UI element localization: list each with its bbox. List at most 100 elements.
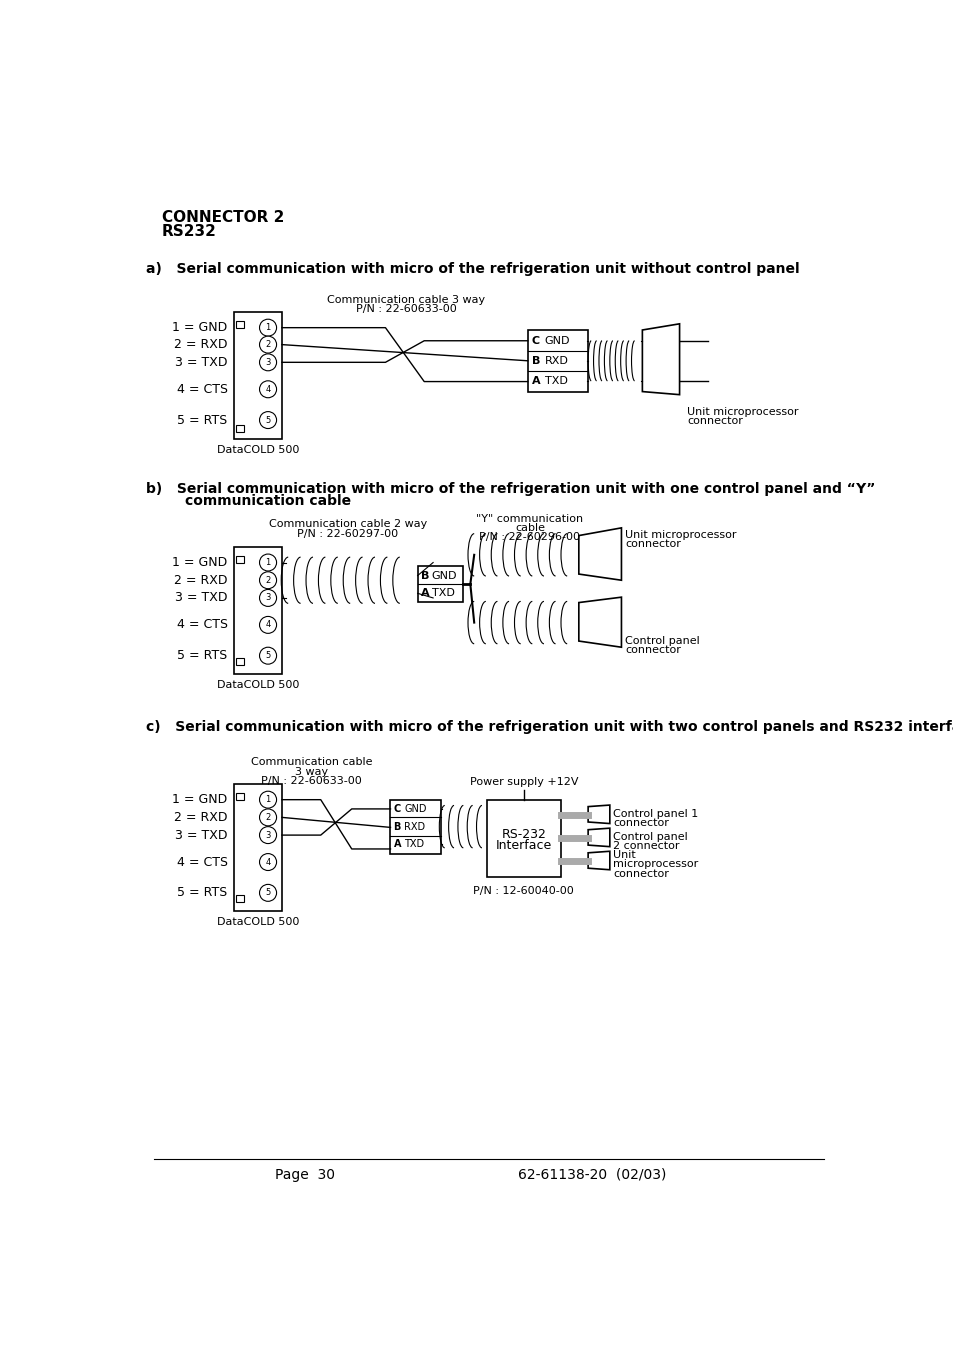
Text: 2: 2 xyxy=(265,340,271,349)
Polygon shape xyxy=(578,528,620,580)
Text: connector: connector xyxy=(686,416,742,426)
Circle shape xyxy=(259,571,276,589)
Text: Control panel 1: Control panel 1 xyxy=(612,808,698,819)
Bar xyxy=(236,320,244,328)
Text: 4: 4 xyxy=(265,858,271,866)
Text: 2: 2 xyxy=(265,576,271,585)
Text: GND: GND xyxy=(404,804,427,813)
Text: Communication cable: Communication cable xyxy=(251,758,372,767)
Text: 5: 5 xyxy=(265,889,271,897)
Text: P/N : 22-60297-00: P/N : 22-60297-00 xyxy=(297,528,398,539)
Text: Page  30: Page 30 xyxy=(275,1167,335,1182)
Text: microprocessor: microprocessor xyxy=(612,859,698,869)
Circle shape xyxy=(259,647,276,665)
Text: GND: GND xyxy=(431,570,456,581)
Text: Communication cable 2 way: Communication cable 2 way xyxy=(269,519,427,530)
Bar xyxy=(236,658,244,665)
Text: 2 = RXD: 2 = RXD xyxy=(174,574,228,586)
Text: TXD: TXD xyxy=(431,588,454,598)
Text: DataCOLD 500: DataCOLD 500 xyxy=(216,917,299,928)
Bar xyxy=(236,555,244,562)
Text: TXD: TXD xyxy=(544,376,567,386)
Text: a)   Serial communication with micro of the refrigeration unit without control p: a) Serial communication with micro of th… xyxy=(146,262,800,276)
Text: 5: 5 xyxy=(265,651,271,661)
Text: 5 = RTS: 5 = RTS xyxy=(177,886,228,900)
Text: 62-61138-20  (02/03): 62-61138-20 (02/03) xyxy=(517,1167,665,1182)
Circle shape xyxy=(259,854,276,870)
Text: 4: 4 xyxy=(265,385,271,393)
Text: B: B xyxy=(420,570,429,581)
Text: Control panel: Control panel xyxy=(612,832,687,842)
Circle shape xyxy=(259,319,276,336)
Text: connector: connector xyxy=(612,817,668,828)
Text: 1 = GND: 1 = GND xyxy=(172,793,228,807)
Text: P/N : 22-60633-00: P/N : 22-60633-00 xyxy=(355,304,456,313)
Circle shape xyxy=(259,792,276,808)
Bar xyxy=(233,312,282,439)
Text: 2 = RXD: 2 = RXD xyxy=(174,811,228,824)
Text: Unit microprocessor: Unit microprocessor xyxy=(686,407,798,417)
Circle shape xyxy=(259,885,276,901)
Text: Communication cable 3 way: Communication cable 3 way xyxy=(327,295,484,304)
Text: 3: 3 xyxy=(265,593,271,603)
Circle shape xyxy=(259,381,276,397)
Circle shape xyxy=(259,589,276,607)
Text: P/N : 22-60296-00: P/N : 22-60296-00 xyxy=(479,532,579,543)
Text: "Y" communication: "Y" communication xyxy=(476,513,583,524)
Text: Power supply +12V: Power supply +12V xyxy=(469,777,578,788)
Circle shape xyxy=(259,554,276,571)
Text: DataCOLD 500: DataCOLD 500 xyxy=(216,446,299,455)
Bar xyxy=(233,547,282,674)
Text: RS-232: RS-232 xyxy=(501,828,546,840)
Text: TXD: TXD xyxy=(404,839,424,850)
Text: communication cable: communication cable xyxy=(146,494,351,508)
Text: DataCOLD 500: DataCOLD 500 xyxy=(216,681,299,690)
Text: CONNECTOR 2: CONNECTOR 2 xyxy=(162,209,284,224)
Text: P/N : 22-60633-00: P/N : 22-60633-00 xyxy=(261,775,361,786)
Text: Interface: Interface xyxy=(496,839,552,852)
Polygon shape xyxy=(587,851,609,870)
Text: 3 = TXD: 3 = TXD xyxy=(175,355,228,369)
Text: 1: 1 xyxy=(265,558,271,567)
Bar xyxy=(527,330,587,392)
Text: 4 = CTS: 4 = CTS xyxy=(176,855,228,869)
Text: 3: 3 xyxy=(265,831,271,839)
Text: 1: 1 xyxy=(265,323,271,332)
Text: C: C xyxy=(531,336,539,346)
Circle shape xyxy=(259,412,276,428)
Text: 4 = CTS: 4 = CTS xyxy=(176,619,228,631)
Polygon shape xyxy=(641,324,679,394)
Bar xyxy=(233,785,282,912)
Circle shape xyxy=(259,827,276,843)
Circle shape xyxy=(259,809,276,825)
Text: GND: GND xyxy=(544,336,570,346)
Circle shape xyxy=(259,336,276,353)
Text: Unit microprocessor: Unit microprocessor xyxy=(624,530,736,540)
Text: B: B xyxy=(531,355,539,366)
Text: 4: 4 xyxy=(265,620,271,630)
Text: A: A xyxy=(420,588,429,598)
Text: b)   Serial communication with micro of the refrigeration unit with one control : b) Serial communication with micro of th… xyxy=(146,482,875,496)
Text: 5: 5 xyxy=(265,416,271,424)
Bar xyxy=(236,793,244,800)
Text: 2 = RXD: 2 = RXD xyxy=(174,338,228,351)
Text: 3 = TXD: 3 = TXD xyxy=(175,828,228,842)
Text: 3 way: 3 way xyxy=(294,766,328,777)
Text: 3: 3 xyxy=(265,358,271,367)
Circle shape xyxy=(259,616,276,634)
Text: A: A xyxy=(531,376,539,386)
Bar xyxy=(417,566,462,601)
Text: connector: connector xyxy=(624,644,680,655)
Text: 2 connector: 2 connector xyxy=(612,840,679,851)
Bar xyxy=(487,800,560,877)
Text: P/N : 12-60040-00: P/N : 12-60040-00 xyxy=(473,886,574,896)
Text: cable: cable xyxy=(515,523,544,534)
Text: 2: 2 xyxy=(265,813,271,821)
Text: 1 = GND: 1 = GND xyxy=(172,557,228,569)
Polygon shape xyxy=(587,805,609,824)
Text: 1 = GND: 1 = GND xyxy=(172,322,228,334)
Bar xyxy=(236,896,244,902)
Polygon shape xyxy=(578,597,620,647)
Text: RXD: RXD xyxy=(404,821,425,832)
Text: c)   Serial communication with micro of the refrigeration unit with two control : c) Serial communication with micro of th… xyxy=(146,720,953,735)
